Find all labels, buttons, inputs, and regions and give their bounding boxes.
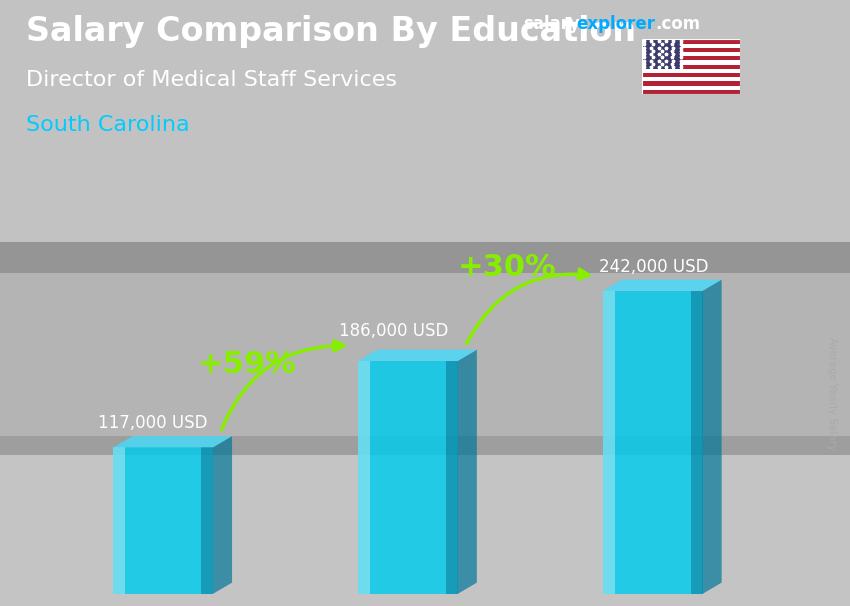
Polygon shape — [201, 447, 212, 594]
Polygon shape — [358, 361, 371, 594]
Bar — [642, 52, 740, 56]
Polygon shape — [690, 291, 702, 594]
Bar — [0, 436, 850, 606]
Polygon shape — [113, 447, 212, 594]
Polygon shape — [603, 291, 702, 594]
Polygon shape — [212, 436, 232, 594]
Text: +30%: +30% — [458, 253, 557, 282]
Text: Director of Medical Staff Services: Director of Medical Staff Services — [26, 70, 396, 90]
Bar — [642, 39, 681, 68]
Bar — [0, 0, 850, 273]
Text: .com: .com — [655, 15, 700, 33]
Text: salary: salary — [523, 15, 580, 33]
Bar — [642, 77, 740, 81]
Bar — [642, 61, 740, 65]
Bar — [642, 81, 740, 85]
Polygon shape — [702, 279, 722, 594]
Text: Average Yearly Salary: Average Yearly Salary — [827, 338, 837, 450]
Bar — [642, 39, 740, 44]
Bar — [642, 90, 740, 94]
Polygon shape — [445, 361, 457, 594]
Polygon shape — [603, 291, 615, 594]
Bar — [642, 44, 740, 48]
Bar — [0, 242, 850, 454]
Bar — [642, 65, 740, 68]
Text: South Carolina: South Carolina — [26, 115, 189, 135]
Text: 117,000 USD: 117,000 USD — [98, 415, 207, 432]
Polygon shape — [358, 361, 457, 594]
Text: 242,000 USD: 242,000 USD — [599, 258, 709, 276]
Text: explorer: explorer — [576, 15, 655, 33]
Bar — [642, 56, 740, 61]
Polygon shape — [113, 436, 232, 447]
Polygon shape — [113, 447, 126, 594]
Text: +59%: +59% — [198, 350, 297, 379]
Polygon shape — [603, 279, 722, 291]
Bar — [642, 85, 740, 90]
Polygon shape — [457, 350, 477, 594]
Bar — [642, 68, 740, 73]
Bar — [642, 48, 740, 52]
Polygon shape — [358, 350, 477, 361]
Text: Salary Comparison By Education: Salary Comparison By Education — [26, 15, 636, 48]
Bar — [642, 73, 740, 77]
Text: 186,000 USD: 186,000 USD — [339, 322, 449, 340]
